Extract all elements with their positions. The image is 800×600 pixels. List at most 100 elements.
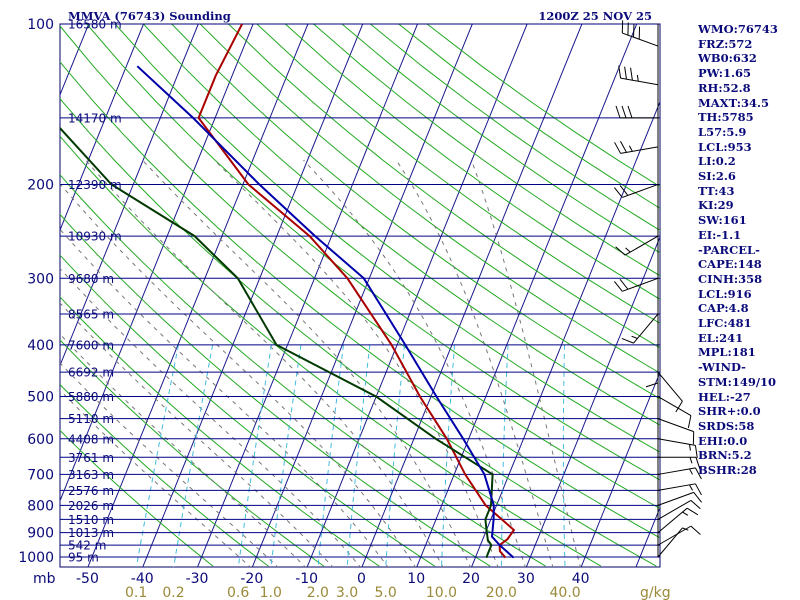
wind-barb bbox=[621, 20, 659, 47]
wind-barb bbox=[614, 141, 659, 154]
sounding-index-item: PW:1.65 bbox=[698, 66, 752, 81]
sounding-index-item: EHI:0.0 bbox=[698, 433, 748, 448]
mixing-ratio-tick-label: 2.0 bbox=[307, 585, 329, 600]
height-label: 14170 m bbox=[68, 111, 122, 125]
moist-adiabat-line bbox=[60, 228, 389, 567]
dry-adiabat-line bbox=[199, 24, 660, 374]
pressure-tick-label: 300 bbox=[27, 271, 54, 287]
moist-adiabat-line bbox=[60, 267, 361, 567]
moist-adiabat-line bbox=[85, 159, 444, 567]
sounding-index-item: SW:161 bbox=[698, 213, 747, 228]
sounding-index-item: BSHR:28 bbox=[698, 463, 757, 478]
pressure-tick-label: 700 bbox=[27, 467, 54, 483]
height-label: 5110 m bbox=[68, 412, 114, 426]
dry-adiabat-line bbox=[60, 429, 214, 567]
temperature-tick-label: -30 bbox=[186, 571, 209, 587]
sounding-index-item: HEL:-27 bbox=[698, 389, 751, 404]
height-label: 16580 m bbox=[68, 18, 122, 32]
height-label: 3163 m bbox=[68, 468, 114, 482]
isotherm-line bbox=[0, 24, 34, 568]
dry-adiabat-line bbox=[313, 24, 660, 277]
mixing-ratio-tick-label: 0.1 bbox=[125, 585, 147, 600]
isotherm-line bbox=[635, 506, 660, 567]
wind-barb bbox=[618, 65, 659, 86]
temperature-profile-line bbox=[197, 24, 516, 559]
height-label: 2026 m bbox=[68, 499, 114, 513]
sounding-index-item: BRN:5.2 bbox=[698, 448, 752, 463]
mixing-ratio-line bbox=[385, 344, 405, 567]
wind-barb bbox=[657, 467, 702, 480]
sounding-index-item: WMO:76743 bbox=[698, 22, 778, 36]
dry-adiabat-line bbox=[60, 296, 380, 567]
dry-adiabat-line bbox=[341, 24, 660, 254]
wind-barb bbox=[657, 491, 702, 506]
thermodynamic-lines bbox=[0, 24, 660, 568]
sounding-index-item: SHR+:0.0 bbox=[698, 404, 761, 419]
mixing-ratio-tick-label: 0.2 bbox=[162, 585, 184, 600]
mr-unit-label: g/kg bbox=[640, 585, 671, 600]
sounding-indices-panel: WMO:76743 FRZ:572 WB0:632 PW:1.65 RH:52.8 MAX… bbox=[698, 22, 798, 478]
mixing-ratio-tick-label: 20.0 bbox=[486, 585, 517, 600]
pressure-tick-label: 600 bbox=[27, 432, 54, 448]
height-label: 7600 m bbox=[68, 338, 114, 352]
height-label: 542 m bbox=[68, 539, 106, 553]
height-label: 10930 m bbox=[68, 230, 122, 244]
dewpoint-profile-line bbox=[60, 126, 494, 559]
mixing-ratio-tick-label: 0.6 bbox=[227, 585, 249, 600]
temperature-tick-label: -20 bbox=[240, 571, 263, 587]
moist-adiabat-line bbox=[60, 333, 307, 567]
dry-adiabat-line bbox=[256, 24, 660, 324]
sounding-index-item: LCL:916 bbox=[698, 286, 752, 301]
height-label: 8565 m bbox=[68, 307, 114, 321]
isotherm-line bbox=[87, 24, 309, 567]
mixing-ratio-tick-label: 5.0 bbox=[374, 585, 396, 600]
isotherm-line bbox=[580, 371, 660, 567]
isotherm-line bbox=[60, 24, 254, 502]
dry-adiabat-line bbox=[143, 24, 660, 426]
isotherm-line bbox=[306, 24, 528, 567]
pressure-tick-label: 200 bbox=[27, 177, 54, 193]
isotherm-line bbox=[361, 24, 583, 567]
moist-adiabat-line bbox=[142, 159, 471, 567]
wind-barb bbox=[657, 396, 692, 429]
pressure-tick-label: 500 bbox=[27, 390, 54, 406]
wind-barb bbox=[658, 456, 701, 470]
temperature-tick-label: 30 bbox=[517, 571, 535, 587]
wind-barb bbox=[657, 525, 701, 546]
pressure-tick-label: 400 bbox=[27, 338, 54, 354]
sounding-index-item: -WIND- bbox=[698, 360, 746, 375]
temperature-tick-label: -50 bbox=[76, 571, 99, 587]
mixing-ratio-line bbox=[317, 344, 344, 567]
axis-labels: 16580 m 14170 m 12390 m 10930 m 9680 m 8565 m… bbox=[18, 17, 670, 600]
temperature-tick-label: 0 bbox=[357, 571, 366, 587]
wind-barb bbox=[657, 507, 699, 533]
wind-barbs bbox=[614, 20, 702, 558]
temperature-tick-label: -40 bbox=[131, 571, 154, 587]
dry-adiabat-line bbox=[284, 24, 660, 300]
sounding-index-item: EL:241 bbox=[698, 330, 744, 345]
wind-barb bbox=[657, 483, 702, 496]
x-unit-label: mb bbox=[33, 571, 56, 587]
sounding-index-item: KI:29 bbox=[698, 198, 734, 213]
height-label: 6692 m bbox=[68, 366, 114, 380]
wind-barb bbox=[615, 235, 659, 256]
dry-adiabat-line bbox=[86, 24, 660, 481]
wind-barb bbox=[645, 344, 659, 388]
temperature-tick-label: -10 bbox=[295, 571, 318, 587]
moist-adiabat-line bbox=[395, 159, 554, 567]
sounding-index-item: -PARCEL- bbox=[698, 242, 760, 257]
chart-timestamp: 1200Z 25 NOV 25 bbox=[538, 9, 652, 23]
temperature-tick-label: 40 bbox=[572, 571, 590, 587]
wind-barb bbox=[614, 183, 659, 198]
sounding-index-item: MPL:181 bbox=[698, 345, 756, 360]
moist-adiabat-line bbox=[303, 159, 526, 567]
dry-adiabat-line bbox=[60, 383, 269, 567]
temperature-tick-label: 20 bbox=[462, 571, 480, 587]
sounding-index-item: CAPE:148 bbox=[698, 257, 762, 272]
sounding-index-item: SI:2.6 bbox=[698, 169, 736, 184]
height-label: 1510 m bbox=[68, 513, 114, 527]
dry-adiabat-line bbox=[60, 25, 660, 510]
dry-adiabat-line bbox=[60, 135, 602, 567]
pressure-tick-label: 100 bbox=[27, 17, 54, 33]
moist-adiabat-line bbox=[60, 183, 416, 567]
